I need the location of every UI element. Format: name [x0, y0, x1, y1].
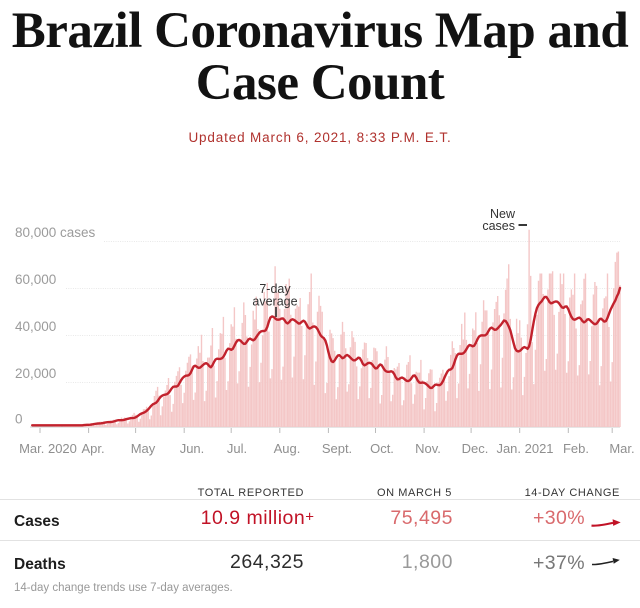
svg-text:Oct.: Oct. [370, 441, 394, 456]
svg-text:Nov.: Nov. [415, 441, 441, 456]
svg-text:Apr.: Apr. [81, 441, 104, 456]
svg-text:May: May [131, 441, 156, 456]
svg-text:Feb.: Feb. [563, 441, 589, 456]
svg-text:60,000: 60,000 [15, 272, 56, 287]
svg-text:40,000: 40,000 [15, 319, 56, 334]
svg-text:7-day: 7-day [259, 282, 291, 296]
svg-text:0: 0 [15, 412, 23, 427]
svg-text:20,000: 20,000 [15, 366, 56, 381]
svg-text:average: average [252, 295, 297, 309]
svg-text:Mar. 2020: Mar. 2020 [19, 441, 77, 456]
svg-text:New: New [490, 207, 516, 221]
svg-text:Dec.: Dec. [462, 441, 489, 456]
svg-text:Jun.: Jun. [180, 441, 205, 456]
svg-text:Jan. 2021: Jan. 2021 [496, 441, 553, 456]
svg-text:Mar.: Mar. [609, 441, 634, 456]
svg-text:Jul.: Jul. [227, 441, 247, 456]
svg-text:cases: cases [482, 219, 515, 233]
svg-text:Aug.: Aug. [274, 441, 301, 456]
svg-text:Sept.: Sept. [322, 441, 352, 456]
svg-text:80,000 cases: 80,000 cases [15, 225, 96, 240]
